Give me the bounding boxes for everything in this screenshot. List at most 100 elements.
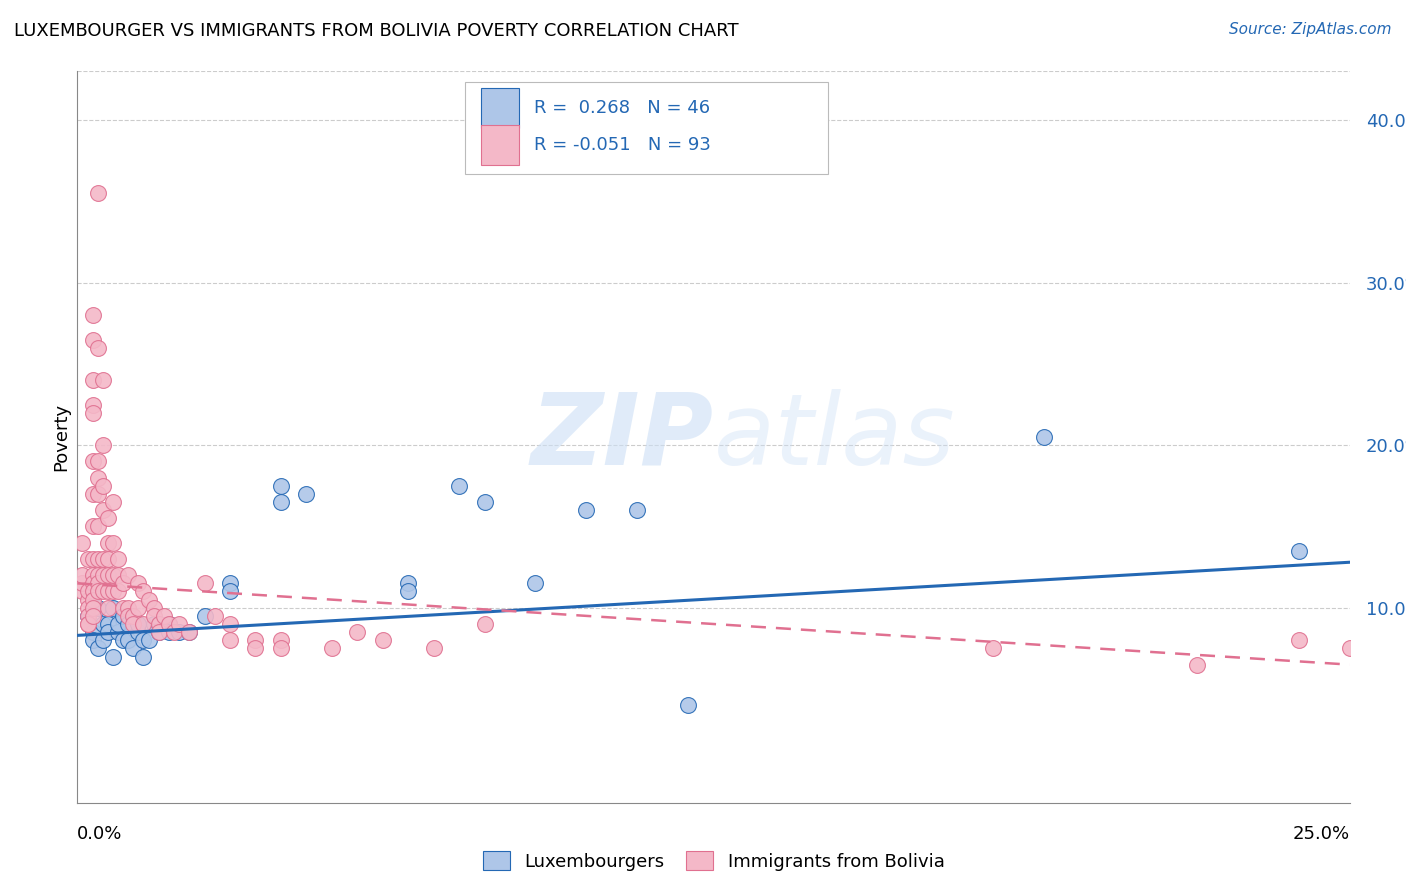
Point [86,454,108,468]
Point [157,617,180,632]
Point [396,576,419,591]
Point [132,649,155,664]
Text: 25.0%: 25.0% [1292,825,1350,843]
Point [112,600,135,615]
Point [117,608,139,623]
Point [82,625,104,640]
Point [82,519,104,533]
Point [101,495,124,509]
Point [97,584,120,599]
Point [474,617,496,632]
Point [138,592,160,607]
Point [245,641,267,656]
Point [72,584,94,599]
Point [142,608,165,623]
Point [676,698,699,713]
Point [983,641,1005,656]
Point [86,552,108,566]
Point [107,552,129,566]
Text: 0.0%: 0.0% [77,825,122,843]
Point [138,633,160,648]
Point [194,576,217,591]
Point [157,625,180,640]
Point [1339,641,1361,656]
Point [117,568,139,582]
Point [204,608,226,623]
Point [76,617,98,632]
Point [101,568,124,582]
Point [270,641,292,656]
FancyBboxPatch shape [465,82,828,174]
Point [101,535,124,549]
Point [101,584,124,599]
Text: Source: ZipAtlas.com: Source: ZipAtlas.com [1229,22,1392,37]
Point [82,406,104,420]
Bar [481,125,519,165]
Point [167,625,190,640]
Point [112,608,135,623]
Point [270,495,292,509]
Point [86,568,108,582]
Legend: Luxembourgers, Immigrants from Bolivia: Luxembourgers, Immigrants from Bolivia [475,844,952,878]
Point [1288,633,1310,648]
Point [117,617,139,632]
Point [86,471,108,485]
Point [346,625,368,640]
Point [82,592,104,607]
Point [82,633,104,648]
Point [97,535,120,549]
Point [194,608,217,623]
Point [270,633,292,648]
Point [86,584,108,599]
Point [82,454,104,468]
Point [86,186,108,201]
Point [86,487,108,501]
Point [91,633,114,648]
Point [371,633,394,648]
Point [86,519,108,533]
Point [86,641,108,656]
Point [82,552,104,566]
Point [82,576,104,591]
Point [142,617,165,632]
Point [76,608,98,623]
Point [295,487,318,501]
Point [76,584,98,599]
Point [1185,657,1208,672]
Point [270,479,292,493]
Point [122,641,145,656]
Point [219,576,242,591]
Text: atlas: atlas [714,389,955,485]
Point [179,625,201,640]
Point [91,568,114,582]
Point [82,308,104,322]
Point [97,568,120,582]
Point [122,608,145,623]
Point [117,633,139,648]
Point [112,633,135,648]
Point [97,625,120,640]
Y-axis label: Poverty: Poverty [52,403,70,471]
Point [76,600,98,615]
Text: LUXEMBOURGER VS IMMIGRANTS FROM BOLIVIA POVERTY CORRELATION CHART: LUXEMBOURGER VS IMMIGRANTS FROM BOLIVIA … [14,22,738,40]
Point [72,535,94,549]
Point [72,568,94,582]
Point [127,625,149,640]
Point [148,617,170,632]
Point [107,584,129,599]
Point [167,617,190,632]
Point [1033,430,1056,444]
Point [82,487,104,501]
Point [132,617,155,632]
Point [396,584,419,599]
Point [219,584,242,599]
Point [76,552,98,566]
Point [245,633,267,648]
Point [575,503,598,517]
Point [179,625,201,640]
Point [76,608,98,623]
Point [86,600,108,615]
Text: R =  0.268   N = 46: R = 0.268 N = 46 [534,99,710,117]
Point [148,625,170,640]
Point [163,625,186,640]
